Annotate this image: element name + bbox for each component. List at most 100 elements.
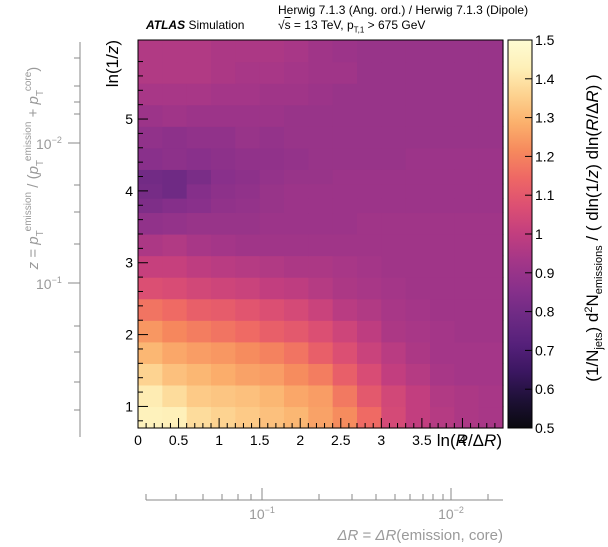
y-tick-label: 4 [125, 183, 133, 199]
heatmap-cell [211, 406, 236, 429]
heatmap-cell [381, 147, 407, 170]
heatmap-cell [381, 341, 407, 364]
heatmap-cell [284, 147, 309, 170]
heatmap-cell [332, 384, 358, 408]
heatmap-cell [405, 363, 431, 386]
heatmap-cell [138, 183, 163, 199]
heatmap-cell [381, 104, 407, 127]
x-axis-ticks: 0 0.5 1 1.5 2 2.5 3 3.5 4 [134, 418, 496, 448]
heatmap-cell [332, 126, 358, 149]
heatmap-cell [357, 183, 382, 199]
heatmap-cell [478, 255, 504, 278]
heatmap-cell [211, 61, 236, 84]
heatmap-cell [211, 183, 236, 199]
heatmap-cell [162, 320, 188, 343]
heatmap-cell [405, 384, 431, 408]
heatmap-cell [162, 183, 188, 199]
heatmap-cell [186, 384, 212, 408]
heatmap-cell [138, 104, 163, 127]
heatmap-cell [284, 363, 309, 386]
heatmap-cell [284, 212, 309, 235]
colorbar-tick-label: 0.6 [535, 381, 555, 397]
heatmap-cell [186, 104, 212, 127]
heatmap-cell [357, 169, 382, 185]
heatmap-cell [405, 104, 431, 127]
heatmap-cell [357, 255, 382, 278]
heatmap-cell [381, 83, 407, 106]
heatmap-cell [405, 341, 431, 364]
heatmap-cell [235, 234, 261, 257]
heatmap-cell [478, 363, 504, 386]
heatmap-cell [454, 212, 480, 235]
heatmap-cell [478, 126, 504, 149]
heatmap-cell [308, 363, 334, 386]
heatmap-cell [381, 126, 407, 149]
heatmap-cell [259, 198, 285, 214]
heatmap-cell [308, 183, 334, 199]
y-tick-label: 1 [125, 398, 133, 414]
heatmap-cell [211, 126, 236, 149]
y-tick-label: 5 [125, 111, 133, 127]
heatmap-cell [308, 83, 334, 106]
heatmap-cell [259, 277, 285, 300]
heatmap-cell [211, 298, 236, 321]
heatmap-cell [454, 298, 480, 321]
heatmap-cell [454, 147, 480, 170]
heatmap-cell [138, 298, 163, 321]
heatmap-cell [259, 147, 285, 170]
heatmap-cell [308, 169, 334, 185]
heatmap-cell [259, 320, 285, 343]
heatmap-cell [405, 183, 431, 199]
heatmap-cell [357, 341, 382, 364]
heatmap-cell [186, 183, 212, 199]
heatmap-cell [454, 183, 480, 199]
heatmap-cell [430, 384, 455, 408]
heatmap-cell [308, 298, 334, 321]
conditions-label: √s = 13 TeV, pT,1 > 675 GeV [278, 18, 426, 35]
heatmap-cell [235, 104, 261, 127]
heatmap-cell [308, 104, 334, 127]
heatmap-cell [454, 341, 480, 364]
heatmap-cell [405, 61, 431, 84]
heatmap-cell [211, 104, 236, 127]
heatmap-cell [138, 363, 163, 386]
heatmap-cell [186, 61, 212, 84]
heatmap-cell [454, 384, 480, 408]
heatmap-cell [186, 234, 212, 257]
heatmap-cell [308, 147, 334, 170]
heatmap-cell [405, 255, 431, 278]
heatmap-cell [357, 198, 382, 214]
heatmap-cell [259, 183, 285, 199]
heatmap-cell [162, 147, 188, 170]
x-tick-label: 1.5 [250, 432, 270, 448]
heatmap-cell [478, 83, 504, 106]
heatmap-cell [259, 255, 285, 278]
heatmap-cells [138, 40, 504, 429]
heatmap-cell [284, 234, 309, 257]
colorbar-tick-label: 1.2 [535, 148, 555, 164]
heatmap-cell [332, 255, 358, 278]
heatmap-cell [138, 406, 163, 429]
heatmap-cell [186, 212, 212, 235]
heatmap-cell [405, 234, 431, 257]
heatmap-cell [235, 147, 261, 170]
heatmap-cell [211, 234, 236, 257]
heatmap-cell [162, 234, 188, 257]
heatmap-cell [211, 320, 236, 343]
heatmap-cell [332, 40, 358, 63]
secondary-y-axis-label: z = pTemission / (pTemission + pTcore) [23, 67, 46, 271]
heatmap-cell [162, 212, 188, 235]
heatmap-cell [235, 341, 261, 364]
heatmap-cell [430, 341, 455, 364]
heatmap-cell [454, 406, 480, 429]
heatmap-cell [430, 406, 455, 429]
heatmap-cell [454, 83, 480, 106]
secondary-x-axis-label: ΔR = ΔR(emission, core) [336, 527, 503, 544]
heatmap-cell [430, 255, 455, 278]
heatmap-cell [308, 341, 334, 364]
heatmap-cell [186, 83, 212, 106]
heatmap-cell [259, 406, 285, 429]
heatmap-cell [259, 83, 285, 106]
heatmap-cell [405, 83, 431, 106]
heatmap-cell [478, 320, 504, 343]
